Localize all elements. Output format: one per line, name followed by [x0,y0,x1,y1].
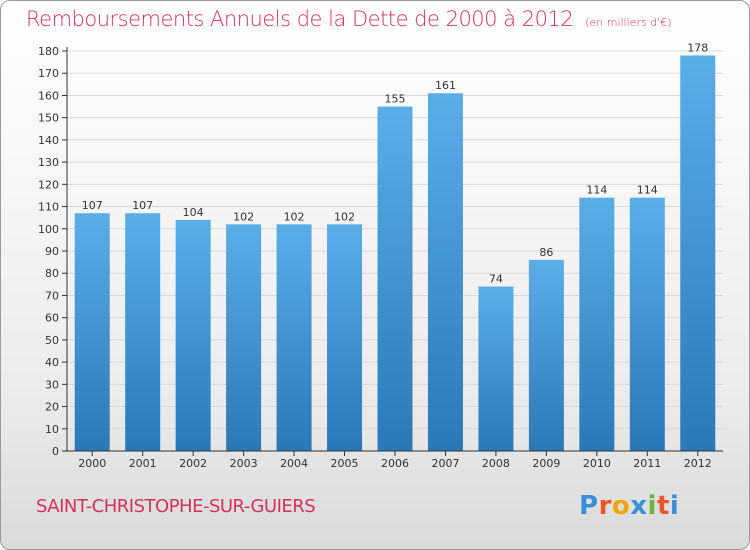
ytick-label: 140 [38,134,59,147]
bar [478,286,514,451]
proxiti-logo: Proxiti [579,491,679,521]
bar [427,93,463,451]
ytick-label: 170 [38,67,59,80]
logo-letter: o [611,491,631,521]
ytick-label: 120 [38,178,59,191]
bar-value-label: 114 [637,184,658,197]
logo-letter: t [656,491,670,521]
xtick-label: 2010 [583,457,611,470]
bar [74,213,110,451]
xtick-label: 2001 [129,457,157,470]
xtick-label: 2008 [482,457,510,470]
ytick-label: 60 [45,312,59,325]
ytick-label: 30 [45,378,59,391]
bar-value-label: 102 [284,210,305,223]
bars: 107 107 104 102 102 102 155 161 74 86 114 114 178 [74,41,716,452]
ytick-label: 150 [38,112,59,125]
xtick-label: 2012 [684,457,712,470]
bar [377,106,413,452]
ytick-label: 20 [45,401,59,414]
xtick-label: 2011 [633,457,661,470]
bar-value-label: 178 [687,41,708,54]
logo-letter: x [630,491,648,521]
logo-letter: r [598,491,612,521]
bar [528,259,564,451]
xtick-label: 2003 [230,457,258,470]
bar [125,213,161,451]
xtick-label: 2000 [78,457,106,470]
bar [175,219,211,451]
logo-letter: i [669,491,680,521]
xtick-label: 2005 [331,457,359,470]
ytick-label: 180 [38,45,59,58]
xtick-label: 2006 [381,457,409,470]
ytick-label: 10 [45,423,59,436]
bar-value-label: 86 [539,246,553,259]
bar-value-label: 74 [489,273,503,286]
chart-subtitle: (en milliers d'€) [585,16,672,29]
logo-letter: i [647,491,657,521]
xtick-label: 2002 [179,457,207,470]
ytick-label: 130 [38,156,59,169]
bar [226,224,262,451]
ytick-label: 40 [45,356,59,369]
ytick-label: 80 [45,267,59,280]
bar [680,55,716,451]
chart-title: Remboursements Annuels de la Dette de 20… [26,7,671,31]
bar-value-label: 102 [334,210,355,223]
logo-letter: P [579,491,599,521]
ytick-label: 90 [45,245,59,258]
ytick-label: 0 [52,445,59,458]
xtick-label: 2007 [431,457,459,470]
bar-value-label: 104 [183,206,204,219]
bar-value-label: 107 [82,199,103,212]
xtick-label: 2009 [532,457,560,470]
bar [579,197,615,451]
ytick-label: 100 [38,223,59,236]
bar [276,224,312,451]
bar-value-label: 155 [385,93,406,106]
bar [629,197,665,451]
bar [327,224,363,451]
ytick-label: 70 [45,289,59,302]
ytick-label: 160 [38,89,59,102]
xtick-label: 2004 [280,457,308,470]
bar-value-label: 107 [132,199,153,212]
ytick-label: 110 [38,201,59,214]
commune-name: SAINT-CHRISTOPHE-SUR-GUIERS [36,496,316,517]
axes: 0 10 20 30 40 50 60 70 80 90 100 110 120 130 140 150 160… [38,45,723,470]
bar-value-label: 114 [586,184,607,197]
ytick-label: 50 [45,334,59,347]
bar-value-label: 102 [233,210,254,223]
title-text: Remboursements Annuels de la Dette de 20… [26,7,574,31]
bar-value-label: 161 [435,79,456,92]
